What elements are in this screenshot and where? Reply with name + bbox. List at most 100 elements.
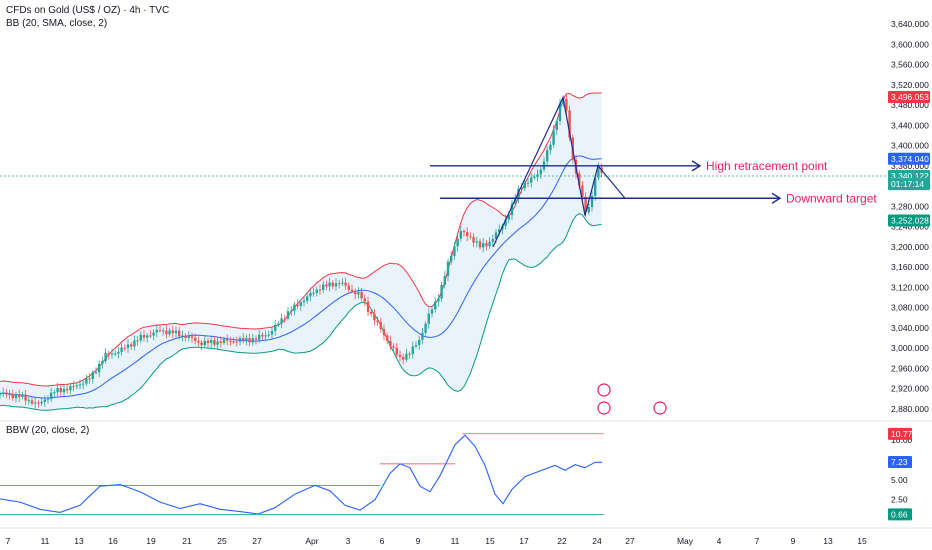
candle-body [120, 347, 123, 352]
price-tag-label: 3,252.028 [891, 216, 929, 226]
price-tag-label: 01:17:14 [891, 179, 924, 189]
candle-body [475, 241, 478, 243]
candle-body [203, 340, 206, 346]
price-tick-label: 3,560.000 [891, 60, 929, 70]
candle-body [206, 340, 210, 343]
candle-body [376, 320, 379, 323]
price-tick-label: 3,400.000 [891, 141, 929, 151]
us-flag-icon[interactable] [597, 401, 611, 415]
candle-body [514, 198, 517, 204]
candle-body [226, 339, 229, 341]
trend-path-drawing[interactable] [492, 95, 626, 248]
candle-body [56, 388, 59, 393]
candle-body [178, 330, 181, 337]
candle-body [373, 313, 376, 321]
candle-body [418, 339, 421, 345]
price-tick-label: 2,960.000 [891, 363, 929, 373]
bbw-tag-bg [888, 427, 912, 440]
us-flag-icon[interactable] [653, 401, 667, 415]
candle-body [40, 402, 43, 404]
candle-body [318, 289, 322, 291]
candle-body [94, 372, 98, 374]
candle-body [466, 232, 469, 237]
candle-body [357, 291, 360, 295]
candle-body [8, 394, 11, 396]
price-tick-label: 3,120.000 [891, 282, 929, 292]
candle-body [347, 285, 350, 290]
candle-body [395, 347, 398, 355]
candle-body [558, 103, 562, 122]
price-tick-label: 3,160.000 [891, 262, 929, 272]
time-tick-label: 11 [41, 536, 50, 546]
time-tick-label: 9 [416, 536, 421, 546]
candle-body [360, 291, 363, 299]
candle-body [242, 337, 245, 341]
price-tick-label: 3,040.000 [891, 323, 929, 333]
candle-body [78, 384, 82, 386]
bbw-tick-label: 10.00 [891, 435, 913, 445]
time-tick-label: 21 [182, 536, 192, 546]
event-icon[interactable] [597, 383, 611, 397]
bollinger-basis [0, 155, 602, 399]
candle-body [162, 330, 165, 332]
candle-body [219, 341, 222, 343]
candle-body [478, 241, 482, 248]
price-tick-label: 2,880.000 [891, 404, 929, 414]
candle-body [456, 238, 459, 247]
candle-body [341, 282, 344, 284]
candle-body [293, 304, 296, 311]
price-tick-label: 3,080.000 [891, 303, 929, 313]
candle-body [411, 346, 414, 355]
candle-body [101, 360, 104, 364]
candle-body [21, 394, 24, 397]
candle-body [382, 329, 386, 336]
candle-body [194, 337, 197, 342]
candle-body [30, 400, 34, 404]
candle-body [594, 177, 597, 196]
candle-body [82, 383, 85, 385]
candle-body [440, 284, 443, 299]
bbw-tag-label: 0.66 [891, 509, 908, 519]
price-tick-label: 3,280.000 [891, 201, 929, 211]
price-tick-label: 3,000.000 [891, 343, 929, 353]
time-tick-label: 11 [451, 536, 460, 546]
time-tick-label: 4 [717, 536, 722, 546]
candle-body [306, 296, 309, 301]
candle-body [331, 282, 334, 287]
candle-body [405, 353, 408, 360]
candle-body [482, 243, 485, 248]
candle-body [334, 283, 338, 287]
candle-body [261, 334, 264, 337]
time-tick-label: 7 [6, 536, 11, 546]
bbw-indicator-label[interactable]: BBW (20, close, 2) [6, 425, 90, 436]
candle-body [584, 196, 587, 213]
candle-body [11, 394, 14, 399]
candle-body [270, 330, 274, 335]
price-tick-label: 3,440.000 [891, 120, 929, 130]
candle-body [43, 399, 46, 403]
candle-body [462, 231, 466, 233]
time-tick-label: 13 [74, 536, 84, 546]
arrow-head-icon [771, 192, 782, 204]
candle-body [232, 341, 235, 343]
candle-body [187, 336, 190, 338]
candle-body [200, 342, 203, 346]
candle-body [114, 353, 117, 355]
candle-body [597, 167, 600, 178]
candle-body [443, 275, 446, 285]
candle-body [53, 392, 56, 394]
candle-body [354, 291, 357, 295]
candle-body [2, 392, 5, 394]
bb-indicator-label[interactable]: BB (20, SMA, close, 2) [6, 18, 108, 29]
candle-body [181, 335, 184, 337]
candle-body [366, 301, 370, 312]
candle-body [469, 236, 472, 238]
candle-body [117, 351, 120, 354]
candle-body [123, 347, 126, 349]
candle-body [430, 309, 434, 314]
candle-body [155, 329, 158, 333]
price-tick-label: 3,240.000 [891, 222, 929, 232]
candle-body [168, 330, 171, 335]
candle-body [338, 283, 341, 285]
